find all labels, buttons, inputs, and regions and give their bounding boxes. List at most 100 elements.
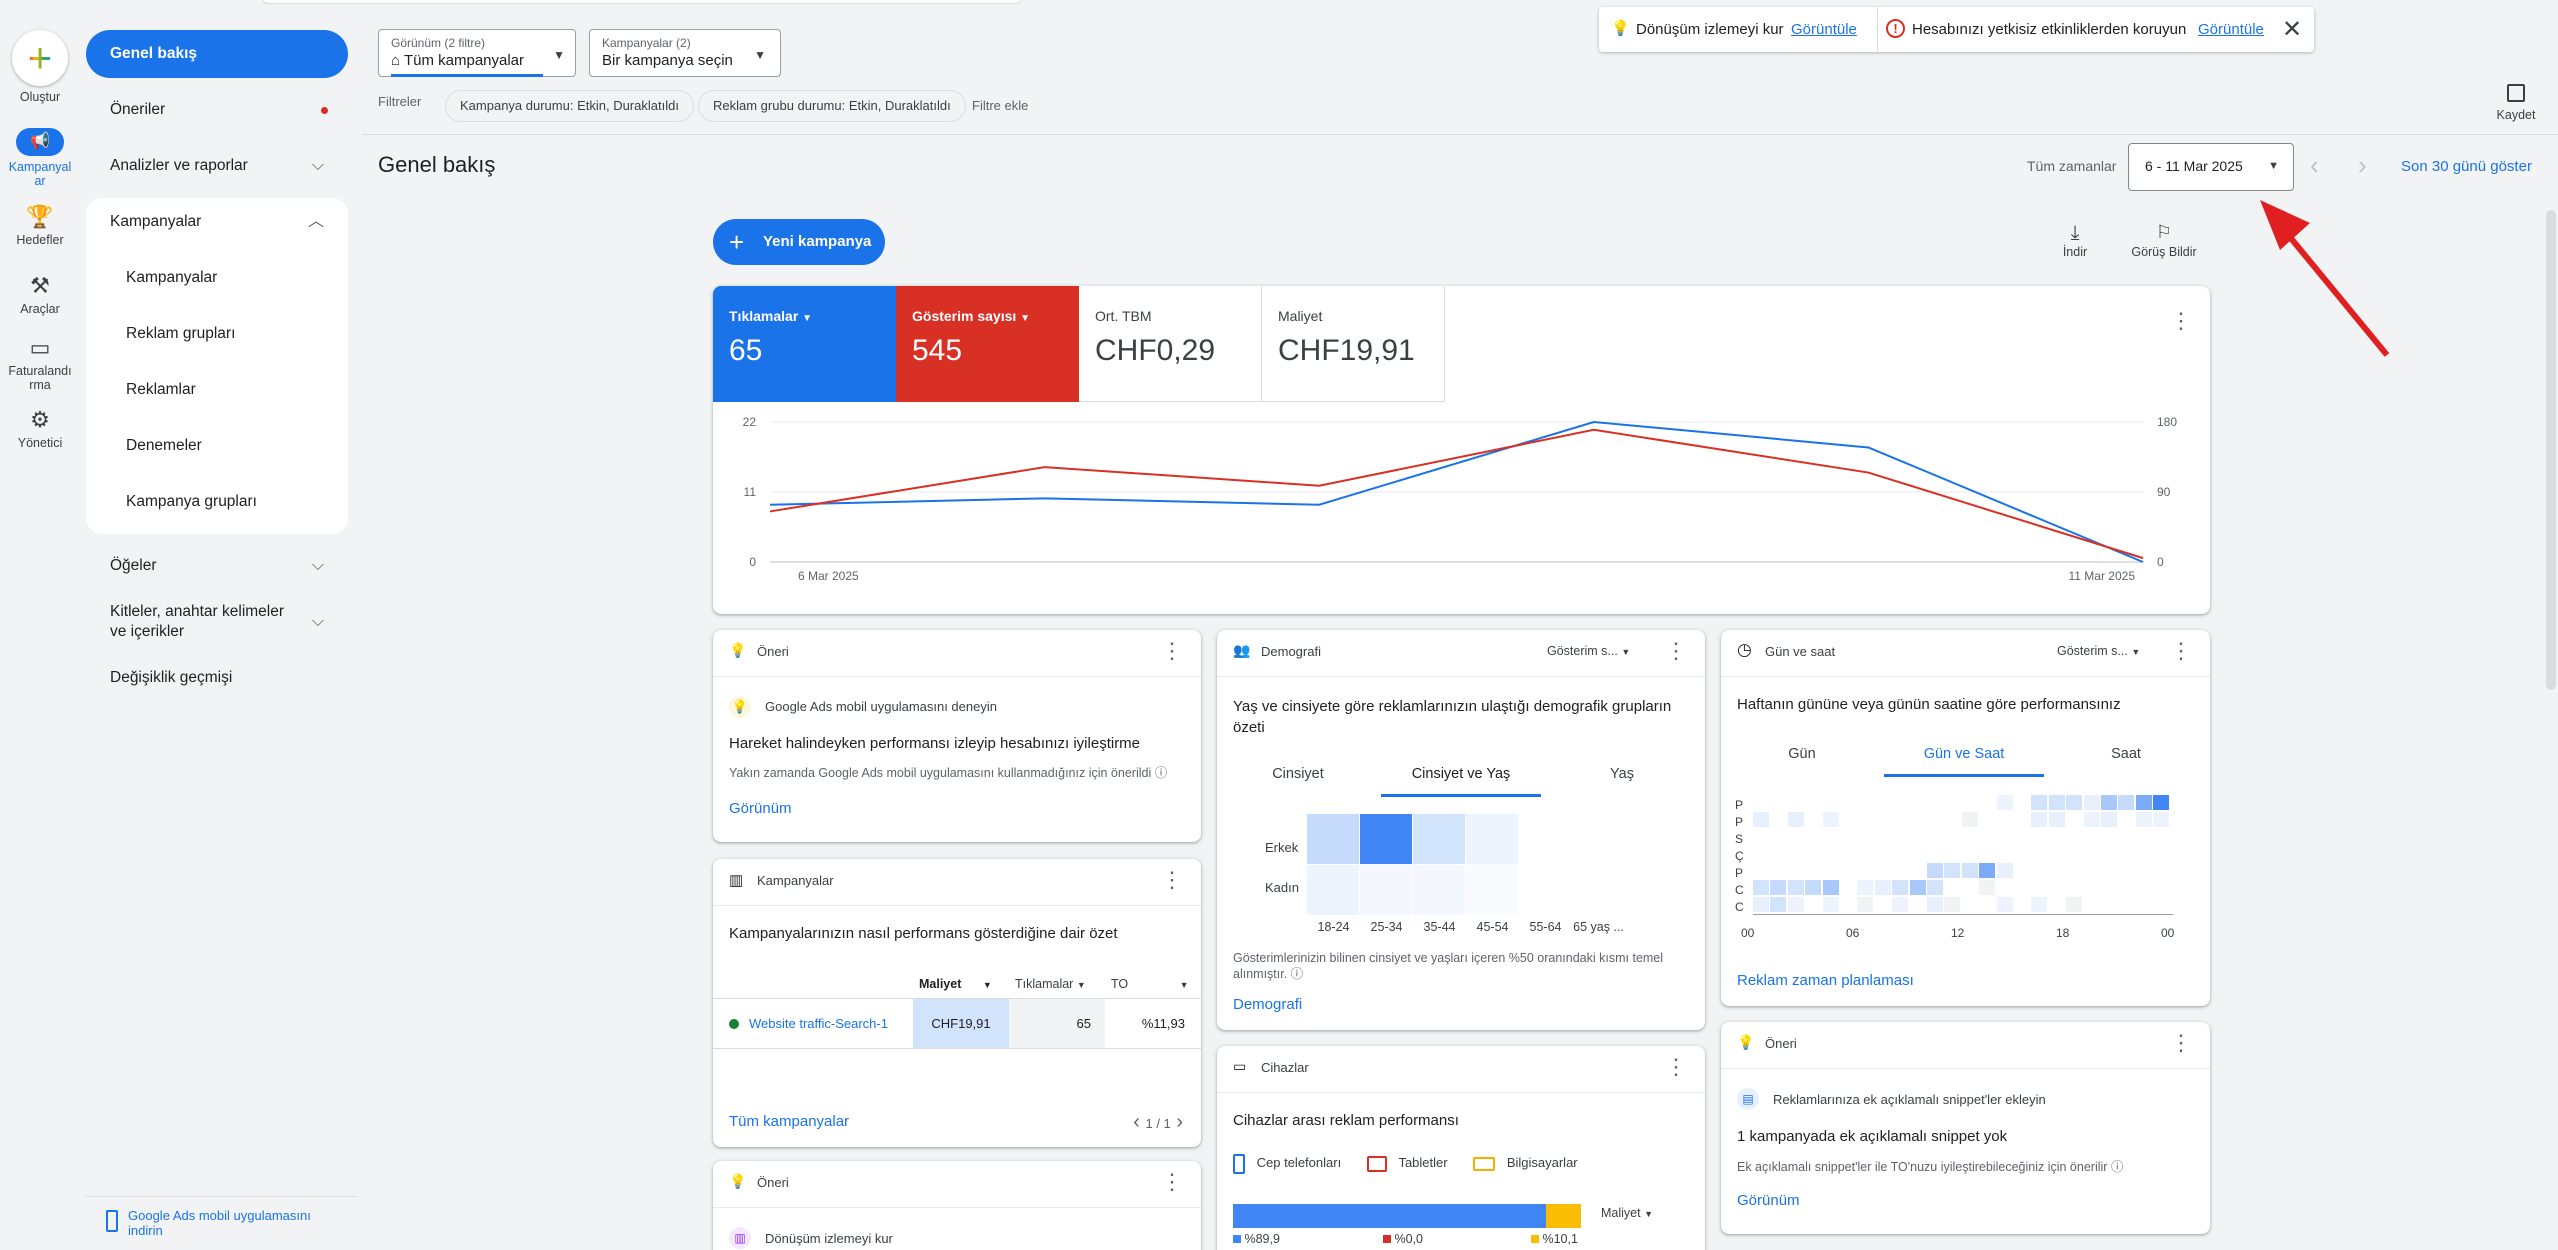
more-vert-icon[interactable]: ⋮: [2170, 1030, 2192, 1055]
rail-admin[interactable]: ⚙ Yönetici: [0, 408, 80, 451]
notification-2-link[interactable]: Görüntüle: [2198, 21, 2264, 38]
new-campaign-button[interactable]: + Yeni kampanya: [713, 219, 885, 265]
heat-cell: [1805, 897, 1822, 912]
rail-tools[interactable]: ⚒ Araçlar: [0, 274, 80, 317]
hour-label: 06: [1846, 926, 1860, 940]
save-label: Kaydet: [2496, 108, 2536, 122]
metric-dropdown-label: Maliyet: [1601, 1206, 1641, 1220]
nav-change-history[interactable]: Değişiklik geçmişi: [110, 669, 233, 686]
nav-campaign-groups[interactable]: Kampanya grupları: [126, 493, 257, 510]
heat-cell: [1944, 795, 1961, 810]
feedback-button[interactable]: ⚐ Görüş Bildir: [2122, 222, 2206, 259]
tab-age[interactable]: Yaş: [1610, 766, 1634, 782]
heat-cell: [1857, 863, 1874, 878]
metric-tile-cpc[interactable]: Ort. TBM CHF0,29: [1079, 286, 1262, 402]
tab-hour[interactable]: Saat: [2111, 746, 2141, 762]
more-vert-icon[interactable]: ⋮: [1665, 1054, 1687, 1079]
mobile-swatch: [1233, 1235, 1241, 1243]
demographics-link[interactable]: Demografi: [1233, 996, 1303, 1013]
close-icon[interactable]: ✕: [2282, 16, 2303, 43]
heat-cell: [1805, 829, 1822, 844]
heat-cell: [1787, 846, 1804, 861]
rec-description: Yakın zamanda Google Ads mobil uygulamas…: [729, 762, 1167, 781]
campaign-name-link[interactable]: Website traffic-Search-1: [749, 1016, 888, 1031]
nav-insights[interactable]: Analizler ve raporlar ⌵: [86, 142, 348, 190]
heat-cell: [1822, 795, 1839, 810]
more-vert-icon[interactable]: ⋮: [2170, 308, 2192, 333]
add-filter-button[interactable]: Filtre ekle: [972, 98, 1029, 113]
view-selector[interactable]: Görünüm (2 filtre) ⌂ Tüm kampanyalar ▼: [378, 29, 576, 77]
metric-dropdown[interactable]: Gösterim s... ▼: [2057, 644, 2140, 658]
heat-cell: [2083, 846, 2100, 861]
date-range-picker[interactable]: 6 - 11 Mar 2025 ▼: [2128, 143, 2294, 191]
more-vert-icon[interactable]: ⋮: [1161, 638, 1183, 663]
hour-label: 12: [1951, 926, 1965, 940]
download-button[interactable]: ⤓ İndir: [2050, 222, 2100, 259]
tab-day[interactable]: Gün: [1788, 746, 1816, 762]
rec-description-text: Yakın zamanda Google Ads mobil uygulamas…: [729, 766, 1152, 780]
save-button[interactable]: Kaydet: [2484, 84, 2548, 122]
chevron-left-icon[interactable]: ‹: [2310, 150, 2319, 180]
help-icon[interactable]: ⓘ: [2110, 1160, 2124, 1174]
rail-goals[interactable]: 🏆 Hedefler: [0, 205, 80, 248]
nav-experiments[interactable]: Denemeler: [126, 437, 202, 454]
heat-cell: [1979, 863, 1996, 878]
nav-audiences[interactable]: Kitleler, anahtar kelimeler ve içerikler…: [86, 598, 348, 650]
metric-tile-cost[interactable]: Maliyet CHF19,91: [1262, 286, 1445, 402]
heat-cell: [1909, 846, 1926, 861]
nav-campaigns-group-header[interactable]: Kampanyalar ︿: [86, 198, 348, 246]
mobile-app-link[interactable]: Google Ads mobil uygulamasını indirin: [106, 1208, 336, 1238]
chevron-right-icon[interactable]: ›: [2358, 150, 2367, 180]
rail-billing[interactable]: ▭ Faturalandı rma: [0, 336, 80, 393]
nav-campaigns[interactable]: Kampanyalar: [126, 269, 218, 286]
notification-bar: 💡 Dönüşüm izlemeyi kur Görüntüle ! Hesab…: [1599, 7, 2314, 52]
heat-cell: [2014, 880, 2030, 895]
chevron-left-icon[interactable]: ‹: [1133, 1111, 1146, 1133]
heat-cell: [1961, 846, 1978, 861]
scrollbar-thumb[interactable]: [2546, 210, 2556, 690]
col-cost[interactable]: Maliyet ▼: [919, 977, 992, 991]
help-icon[interactable]: ⓘ: [1290, 967, 1304, 981]
tab-gender-age[interactable]: Cinsiyet ve Yaş: [1381, 766, 1541, 797]
filter-chip-campaign-status[interactable]: Kampanya durumu: Etkin, Duraklatıldı: [445, 90, 694, 122]
create-button[interactable]: +: [12, 30, 68, 86]
nav-adgroups[interactable]: Reklam grupları: [126, 325, 236, 342]
scrollbar-track[interactable]: [2546, 210, 2556, 1250]
nav-assets[interactable]: Öğeler ⌵: [86, 542, 348, 590]
rec-view-link[interactable]: Görünüm: [1737, 1192, 1800, 1209]
heat-cell: [1770, 795, 1787, 810]
rec-view-link[interactable]: Görünüm: [729, 800, 792, 817]
nav-overview[interactable]: Genel bakış: [86, 30, 348, 78]
age-label: 25-34: [1370, 920, 1403, 934]
metric-tile-clicks[interactable]: Tıklamalar ▼ 65: [713, 286, 896, 402]
more-vert-icon[interactable]: ⋮: [1161, 867, 1183, 892]
ad-schedule-link[interactable]: Reklam zaman planlaması: [1737, 972, 1914, 989]
more-vert-icon[interactable]: ⋮: [2170, 638, 2192, 663]
schedule-headline: Haftanın gününe veya günün saatine göre …: [1737, 696, 2121, 713]
col-ctr[interactable]: TO ▼: [1111, 977, 1189, 991]
metric-dropdown[interactable]: Gösterim s... ▼: [1547, 644, 1630, 658]
heat-cell: [1961, 812, 1978, 827]
nav-recommendations[interactable]: Öneriler: [86, 86, 348, 134]
tab-gender[interactable]: Cinsiyet: [1272, 766, 1324, 782]
metric-tile-impressions[interactable]: Gösterim sayısı ▼ 545: [896, 286, 1079, 402]
show-last-30-days-link[interactable]: Son 30 günü göster: [2401, 158, 2532, 175]
filter-chip-adgroup-status[interactable]: Reklam grubu durumu: Etkin, Duraklatıldı: [698, 90, 966, 122]
notification-1-link[interactable]: Görüntüle: [1791, 21, 1857, 38]
tab-day-hour[interactable]: Gün ve Saat: [1884, 746, 2044, 777]
help-icon[interactable]: ⓘ: [1154, 766, 1168, 780]
table-row[interactable]: Website traffic-Search-1 CHF19,91 65 %11…: [713, 999, 1201, 1049]
more-vert-icon[interactable]: ⋮: [1161, 1169, 1183, 1194]
rail-campaigns[interactable]: 📢 Kampanyal ar: [0, 128, 80, 188]
metric-dropdown[interactable]: Maliyet ▼: [1601, 1206, 1653, 1220]
campaign-selector[interactable]: Kampanyalar (2) Bir kampanya seçin ▼: [589, 29, 781, 77]
chevron-right-icon[interactable]: ›: [1170, 1111, 1183, 1133]
col-clicks[interactable]: Tıklamalar ▼: [1015, 977, 1086, 991]
nav-ads[interactable]: Reklamlar: [126, 381, 196, 398]
legend-tablet: Tabletler: [1398, 1155, 1448, 1171]
heat-cell: [1979, 846, 1996, 861]
search-bar-edge[interactable]: [262, 0, 1022, 4]
all-campaigns-link[interactable]: Tüm kampanyalar: [729, 1113, 850, 1130]
desktop-pct: %10,1: [1542, 1232, 1578, 1246]
more-vert-icon[interactable]: ⋮: [1665, 638, 1687, 663]
